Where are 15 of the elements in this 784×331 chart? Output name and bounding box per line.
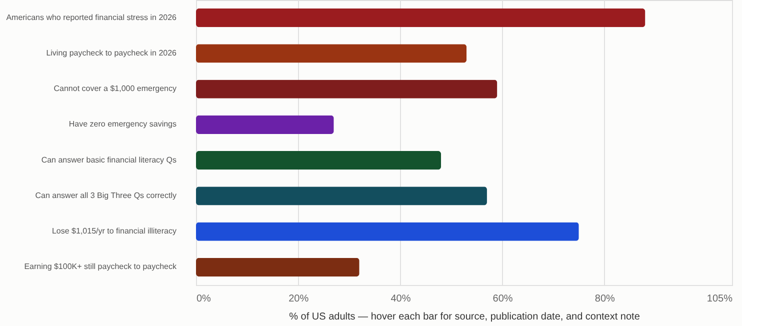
x-tick-label: 20% (288, 294, 309, 304)
x-axis-title: % of US adults — hover each bar for source, publication date, and context note (289, 312, 640, 322)
y-tick-label: Lose $1,015/yr to financial illiteracy (52, 226, 176, 236)
y-tick-label: Living paycheck to paycheck in 2026 (46, 48, 178, 58)
x-tick-label: 0% (196, 294, 212, 304)
y-tick-label: Can answer all 3 Big Three Qs correctly (35, 190, 176, 200)
y-tick-label: Americans who reported financial stress in 2026 (6, 12, 178, 22)
y-tick-label: Have zero emergency savings (68, 120, 176, 129)
x-tick-label: 60% (492, 294, 513, 304)
x-tick-label: 105% (706, 294, 733, 304)
y-tick-label: Cannot cover a $1,000 emergency (54, 84, 176, 94)
x-tick-label: 40% (390, 294, 411, 304)
x-tick-label: 80% (594, 294, 615, 304)
y-tick-label: Earning $100K+ still paycheck to paycheck (24, 262, 178, 272)
y-tick-label: Can answer basic financial literacy Qs (41, 155, 176, 164)
